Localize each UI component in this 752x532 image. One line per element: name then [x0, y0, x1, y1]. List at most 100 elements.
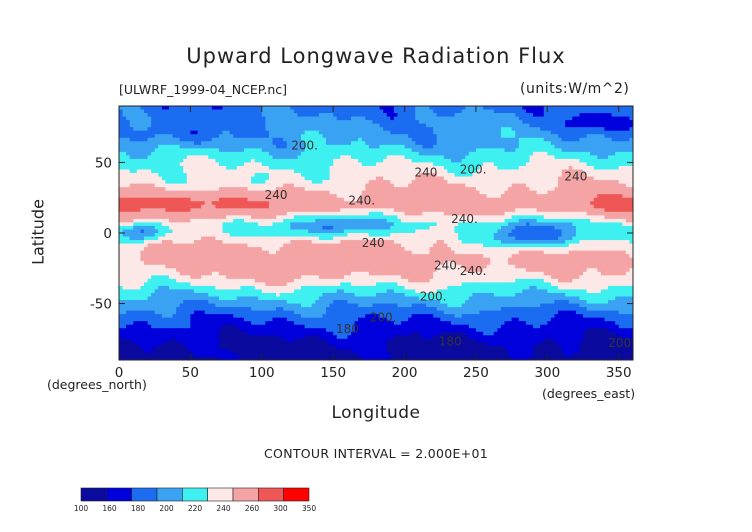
heatmap-cell: [533, 190, 538, 195]
heatmap-cell: [515, 148, 520, 153]
heatmap-cell: [226, 165, 231, 170]
heatmap-cell: [268, 141, 273, 146]
heatmap-cell: [608, 211, 612, 216]
heatmap-cell: [122, 113, 127, 117]
heatmap-cell: [133, 215, 138, 220]
heatmap-cell: [575, 194, 580, 199]
heatmap-cell: [390, 141, 395, 146]
heatmap-cell: [379, 218, 384, 223]
heatmap-cell: [308, 130, 313, 135]
heatmap-cell: [618, 169, 623, 174]
heatmap-cell: [525, 106, 530, 110]
heatmap-cell: [236, 169, 241, 174]
heatmap-cell: [393, 141, 398, 146]
heatmap-cell: [400, 155, 405, 160]
heatmap-cell: [286, 130, 291, 135]
heatmap-cell: [511, 208, 516, 213]
heatmap-cell: [347, 144, 352, 149]
heatmap-cell: [258, 194, 263, 199]
heatmap-cell: [172, 225, 177, 230]
heatmap-cell: [597, 180, 602, 185]
heatmap-cell: [554, 148, 559, 153]
heatmap-cell: [490, 116, 495, 121]
heatmap-cell: [354, 169, 359, 174]
heatmap-cell: [415, 162, 420, 167]
heatmap-cell: [215, 144, 220, 149]
heatmap-cell: [229, 180, 234, 185]
heatmap-cell: [147, 106, 152, 110]
heatmap-cell: [604, 180, 609, 185]
heatmap-cell: [179, 183, 184, 188]
heatmap-cell: [525, 144, 530, 149]
heatmap-cell: [336, 204, 341, 209]
heatmap-cell: [561, 218, 566, 223]
heatmap-cell: [361, 158, 366, 163]
heatmap-cell: [276, 141, 281, 146]
heatmap-cell: [525, 120, 530, 125]
heatmap-cell: [458, 148, 463, 153]
heatmap-cell: [575, 204, 580, 209]
heatmap-cell: [133, 109, 138, 114]
heatmap-cell: [554, 204, 559, 209]
heatmap-cell: [622, 116, 627, 121]
heatmap-cell: [126, 222, 131, 227]
heatmap-cell: [297, 165, 302, 170]
heatmap-cell: [268, 190, 273, 195]
heatmap-cell: [586, 123, 591, 128]
heatmap-cell: [386, 215, 391, 220]
heatmap-cell: [429, 197, 434, 202]
heatmap-cell: [243, 106, 248, 110]
heatmap-cell: [226, 144, 231, 149]
heatmap-cell: [376, 211, 380, 216]
heatmap-cell: [190, 173, 195, 177]
heatmap-cell: [493, 141, 498, 146]
heatmap-cell: [311, 180, 316, 185]
heatmap-cell: [343, 109, 348, 114]
heatmap-cell: [558, 176, 563, 181]
heatmap-cell: [343, 130, 348, 135]
heatmap-cell: [215, 141, 220, 146]
heatmap-cell: [322, 201, 327, 206]
heatmap-cell: [240, 183, 245, 188]
heatmap-cell: [443, 109, 448, 114]
heatmap-cell: [468, 144, 473, 149]
heatmap-cell: [561, 130, 566, 135]
heatmap-cell: [133, 190, 138, 195]
heatmap-cell: [618, 106, 623, 110]
heatmap-cell: [308, 194, 313, 199]
heatmap-cell: [276, 183, 281, 188]
heatmap-cell: [326, 151, 330, 156]
heatmap-cell: [522, 187, 527, 192]
heatmap-cell: [547, 197, 552, 202]
heatmap-cell: [465, 208, 470, 213]
heatmap-cell: [293, 169, 298, 174]
heatmap-cell: [318, 144, 323, 149]
heatmap-cell: [293, 180, 298, 185]
heatmap-cell: [408, 116, 413, 121]
heatmap-cell: [329, 134, 334, 139]
heatmap-cell: [172, 180, 177, 185]
heatmap-cell: [479, 190, 484, 195]
heatmap-cell: [618, 187, 623, 192]
heatmap-cell: [390, 204, 395, 209]
heatmap-cell: [497, 169, 502, 174]
heatmap-cell: [529, 218, 534, 223]
heatmap-cell: [625, 165, 630, 170]
heatmap-cell: [272, 190, 277, 195]
heatmap-cell: [397, 211, 402, 216]
heatmap-cell: [468, 148, 473, 153]
heatmap-cell: [629, 169, 634, 174]
heatmap-cell: [279, 180, 284, 185]
heatmap-cell: [122, 173, 127, 177]
heatmap-cell: [268, 183, 273, 188]
heatmap-cell: [243, 208, 248, 213]
heatmap-cell: [286, 148, 291, 153]
heatmap-cell: [183, 123, 188, 128]
heatmap-cell: [422, 134, 427, 139]
heatmap-cell: [265, 162, 270, 167]
heatmap-cell: [261, 155, 266, 160]
heatmap-cell: [311, 148, 316, 153]
heatmap-cell: [497, 162, 502, 167]
heatmap-cell: [308, 162, 313, 167]
heatmap-cell: [268, 144, 273, 149]
